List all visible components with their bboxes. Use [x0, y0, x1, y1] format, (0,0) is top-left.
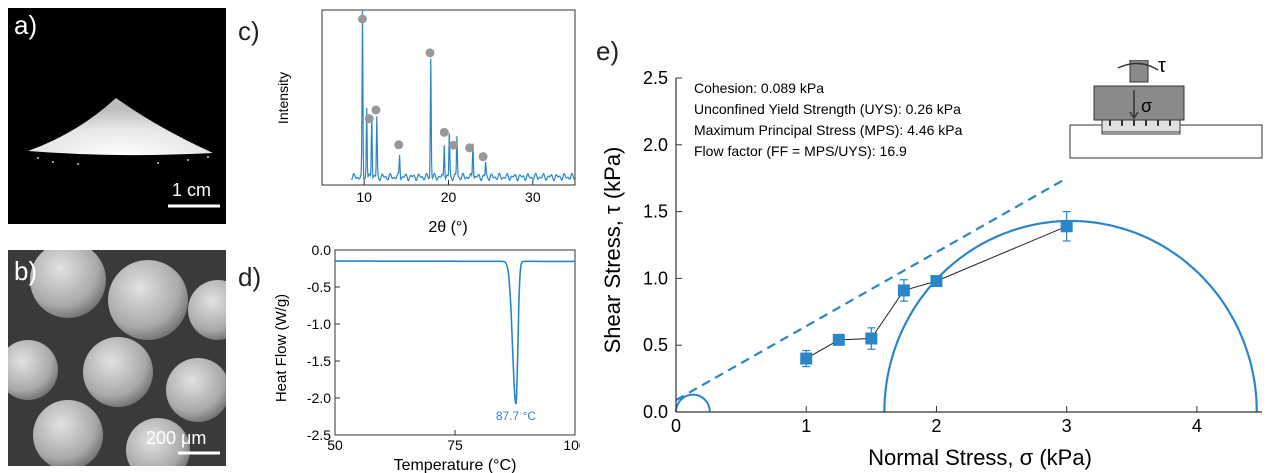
- xrd-peak-marker: [394, 140, 404, 150]
- dsc-ytick-label: -0.5: [307, 279, 331, 295]
- dsc-ytick-label: -1.0: [307, 316, 331, 332]
- xrd-xtick-label: 20: [441, 189, 457, 205]
- photo-powder: a) 1 cm: [8, 8, 226, 224]
- dsc-ytick-label: -2.5: [307, 427, 331, 443]
- annotation-cohesion: Cohesion: 0.089 kPa: [694, 80, 824, 96]
- dsc-xtick-label: 50: [327, 437, 343, 453]
- panel-e-letter: e): [596, 36, 620, 66]
- e-ytick-label: 2.0: [643, 135, 668, 155]
- panel-c-letter: c): [238, 16, 260, 46]
- dsc-curve: [335, 260, 575, 405]
- e-xtick-label: 0: [671, 416, 681, 436]
- dsc-ylabel: Heat Flow (W/g): [273, 294, 290, 402]
- photo-sem: b) 200 μm: [8, 250, 226, 466]
- xrd-peak-marker: [425, 48, 435, 58]
- xrd-peak-marker: [465, 143, 475, 153]
- e-ytick-label: 0.5: [643, 335, 668, 355]
- dsc-peak-label: 87.7 °C: [496, 409, 536, 423]
- data-point-marker: [865, 332, 878, 345]
- dsc-ytick-label: -1.5: [307, 353, 331, 369]
- xrd-chart: 10 20 30 Intensity 2θ (°): [275, 9, 576, 236]
- sem-particles-image: [8, 250, 226, 466]
- e-xtick-label: 1: [801, 416, 811, 436]
- xrd-peak-marker: [478, 152, 488, 162]
- panel-a-letter: a): [14, 10, 38, 40]
- data-point-marker: [800, 352, 813, 365]
- e-ylabel: Shear Stress, τ (kPa): [600, 147, 625, 354]
- xrd-xtick-label: 10: [356, 189, 372, 205]
- e-ytick-label: 1.0: [643, 268, 668, 288]
- dsc-xtick-label: 100: [563, 437, 580, 453]
- panel-d-letter: d): [238, 262, 262, 292]
- dsc-chart: 50 75 100 0.0 -0.5 -1.0 -1.5 -2.0 -2.5 87.7 °C H…: [273, 242, 580, 473]
- xrd-peak-marker: [371, 105, 381, 115]
- panel-b-letter: b): [14, 256, 38, 286]
- data-point-marker: [1060, 220, 1073, 233]
- xrd-peak-marker: [439, 127, 449, 137]
- shear-cell-schematic-icon: τ σ: [1069, 60, 1263, 159]
- powder-heap-image: [28, 98, 220, 208]
- xrd-pattern-line: [350, 9, 575, 182]
- dsc-frame: [334, 249, 576, 436]
- xrd-peak-marker: [357, 14, 367, 24]
- scale-bar-label-b: 200 μm: [146, 428, 207, 448]
- scale-bar-label-a: 1 cm: [172, 180, 212, 200]
- xrd-xtick-label: 30: [525, 189, 541, 205]
- data-connecting-line: [805, 225, 1067, 360]
- dsc-ytick-label: 0.0: [312, 242, 332, 258]
- mohr-circle-small: [675, 393, 711, 412]
- xrd-peak-marker: [449, 140, 459, 150]
- e-xtick-label: 4: [1192, 416, 1202, 436]
- data-point-marker: [930, 275, 943, 288]
- xrd-ylabel: Intensity: [275, 72, 291, 124]
- annotation-ff: Flow factor (FF = MPS/UYS): 16.9: [694, 143, 907, 159]
- xrd-xlabel: 2θ (°): [428, 219, 467, 236]
- yield-locus-fit-line: [675, 177, 1068, 402]
- dsc-ytick-label: -2.0: [307, 390, 331, 406]
- e-xtick-label: 3: [1062, 416, 1072, 436]
- tau-symbol: τ: [1158, 60, 1166, 77]
- sigma-symbol: σ: [1141, 96, 1152, 116]
- e-ytick-label: 0.0: [643, 402, 668, 422]
- annotation-mps: Maximum Principal Stress (MPS): 4.46 kPa: [694, 122, 963, 138]
- e-xlabel: Normal Stress, σ (kPa): [868, 445, 1092, 470]
- xrd-peak-marker: [364, 114, 374, 124]
- e-xtick-label: 2: [931, 416, 941, 436]
- e-ytick-label: 1.5: [643, 202, 668, 222]
- shear-stress-chart: 0 1 2 3 4 0.0 0.5 1.0 1.5 2.0 2.5 Shear Stress, τ …: [600, 60, 1263, 470]
- dsc-xtick-label: 75: [447, 437, 463, 453]
- data-point-marker: [897, 284, 910, 297]
- dsc-xlabel: Temperature (°C): [394, 457, 517, 473]
- data-point-marker: [832, 333, 845, 346]
- annotation-uys: Unconfined Yield Strength (UYS): 0.26 kP…: [694, 101, 961, 117]
- e-ytick-label: 2.5: [643, 68, 668, 88]
